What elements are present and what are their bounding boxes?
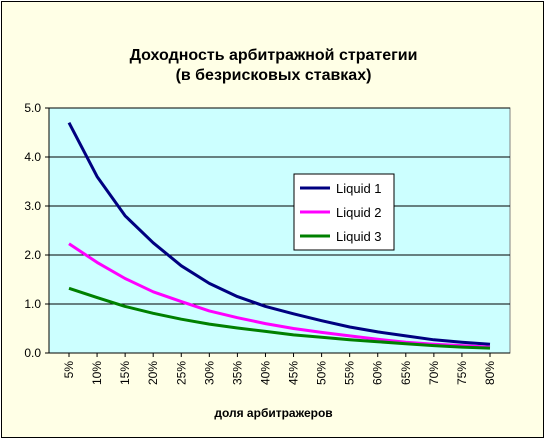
x-tick-label: 10% [90,361,104,385]
legend-label-3: Liquid 3 [336,229,382,244]
y-tick-label: 1.0 [24,297,41,311]
x-tick-label: 55% [343,361,357,385]
legend-label-1: Liquid 1 [336,181,382,196]
y-tick-label: 5.0 [24,101,41,115]
chart-title: Доходность арбитражной стратегии [129,47,418,64]
x-tick-label: 45% [287,361,301,385]
y-tick-label: 4.0 [24,150,41,164]
x-tick-label: 5% [62,361,76,379]
x-tick-label: 35% [230,361,244,385]
x-tick-label: 20% [146,361,160,385]
y-tick-label: 0.0 [24,346,41,360]
legend-label-2: Liquid 2 [336,205,382,220]
x-tick-label: 60% [371,361,385,385]
x-axis-label: доля арбитражеров [214,406,333,420]
y-tick-label: 2.0 [24,248,41,262]
series-line-3 [68,286,491,350]
series-line-1 [67,122,491,346]
x-tick-label: 75% [455,361,469,385]
x-tick-label: 50% [315,361,329,385]
x-tick-label: 15% [118,361,132,385]
chart-subtitle: (в безрисковых ставках) [175,67,372,84]
x-tick-label: 65% [399,361,413,385]
x-tick-label: 70% [427,361,441,385]
x-tick-label: 30% [202,361,216,385]
x-tick-label: 25% [174,361,188,385]
x-tick-label: 80% [483,361,497,385]
y-tick-label: 3.0 [24,199,41,213]
x-tick-label: 40% [258,361,272,385]
plot-area [48,107,511,354]
